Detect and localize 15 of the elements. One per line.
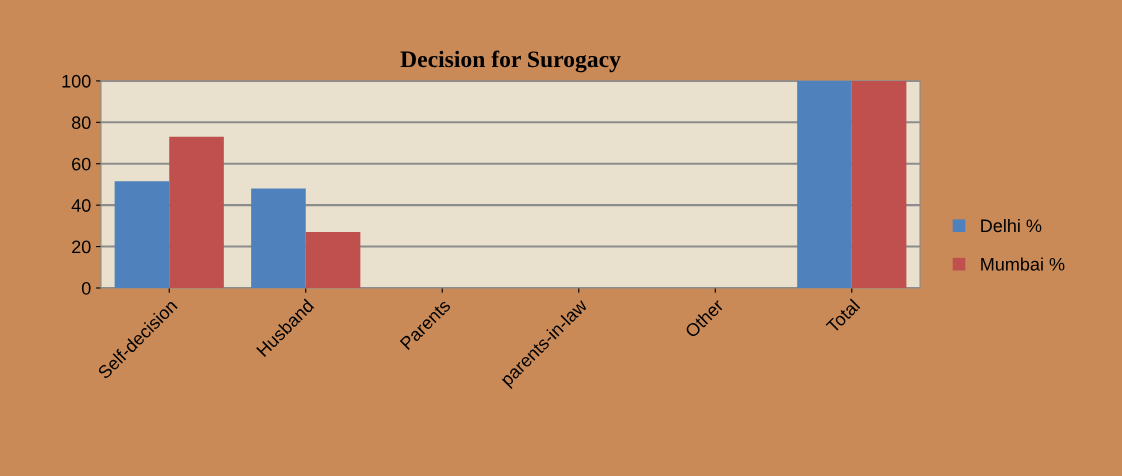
bar: [251, 188, 306, 288]
chart-title: Decision for Surogacy: [400, 50, 621, 73]
y-tick-label: 20: [72, 240, 91, 254]
y-tick-label: 40: [71, 199, 91, 212]
y-tick-label: 60: [72, 157, 91, 171]
bar: [851, 80, 907, 288]
legend-label: Mumbai %: [981, 257, 1065, 271]
y-tick-label: 100: [62, 74, 91, 88]
bar: [169, 136, 224, 288]
y-tick-label: 80: [71, 116, 91, 130]
bar: [114, 181, 170, 288]
legend-label: Delhi %: [981, 218, 1042, 233]
bar: [797, 80, 852, 288]
y-tick-label: 0: [81, 281, 91, 295]
bar: [305, 232, 361, 288]
